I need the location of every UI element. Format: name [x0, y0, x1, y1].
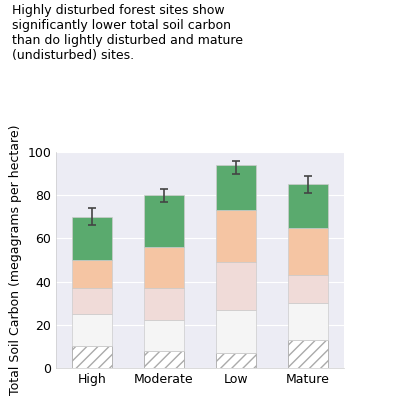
Bar	[72, 260, 112, 288]
Bar	[216, 262, 256, 310]
Bar	[288, 184, 328, 228]
Bar	[216, 310, 256, 353]
Bar	[72, 217, 112, 260]
Text: Highly disturbed forest sites show
significantly lower total soil carbon
than do: Highly disturbed forest sites show signi…	[12, 4, 243, 62]
Bar	[144, 247, 184, 288]
Bar	[144, 320, 184, 351]
Bar	[288, 228, 328, 275]
Bar	[72, 346, 112, 368]
Bar	[144, 195, 184, 247]
Bar	[144, 288, 184, 320]
Bar	[144, 351, 184, 368]
Y-axis label: Total Soil Carbon (megagrams per hectare): Total Soil Carbon (megagrams per hectare…	[9, 125, 22, 395]
Bar	[216, 165, 256, 210]
Bar	[72, 288, 112, 314]
Bar	[288, 303, 328, 340]
Bar	[288, 340, 328, 368]
Bar	[288, 275, 328, 303]
Bar	[216, 210, 256, 262]
Legend: 0-10 cm, 10-20 cm, 20-30 cm, 30-45 cm, 45-60 cm: 0-10 cm, 10-20 cm, 20-30 cm, 30-45 cm, 4…	[257, 13, 338, 143]
Bar	[216, 353, 256, 368]
Bar	[72, 314, 112, 346]
